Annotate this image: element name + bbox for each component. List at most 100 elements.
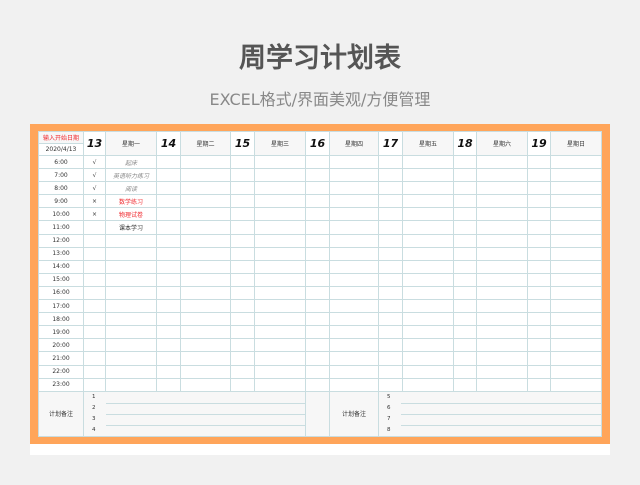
schedule-cell[interactable] (402, 233, 454, 248)
schedule-cell[interactable] (329, 351, 379, 366)
task-cell[interactable]: 阅读 (105, 181, 157, 196)
schedule-cell[interactable] (453, 246, 477, 261)
schedule-cell[interactable] (156, 154, 181, 170)
schedule-cell[interactable] (476, 364, 528, 379)
schedule-cell[interactable] (180, 299, 231, 314)
schedule-cell[interactable] (550, 299, 602, 314)
schedule-cell[interactable] (180, 194, 231, 209)
task-cell[interactable] (105, 364, 157, 379)
schedule-cell[interactable] (550, 246, 602, 261)
task-cell[interactable]: 起床 (105, 154, 157, 170)
schedule-cell[interactable] (254, 207, 306, 222)
schedule-cell[interactable] (305, 312, 330, 327)
schedule-cell[interactable] (305, 207, 330, 222)
task-cell[interactable] (105, 377, 157, 392)
schedule-cell[interactable] (180, 325, 231, 340)
schedule-cell[interactable] (378, 364, 403, 379)
schedule-cell[interactable] (527, 312, 551, 327)
schedule-cell[interactable] (378, 325, 403, 340)
status-mark[interactable] (83, 299, 106, 314)
schedule-cell[interactable] (156, 246, 181, 261)
schedule-cell[interactable] (329, 285, 379, 301)
schedule-cell[interactable] (329, 325, 379, 340)
schedule-cell[interactable] (254, 181, 306, 196)
schedule-cell[interactable] (230, 272, 255, 287)
schedule-cell[interactable] (378, 377, 403, 392)
schedule-cell[interactable] (329, 233, 379, 248)
schedule-cell[interactable] (378, 207, 403, 222)
schedule-cell[interactable] (453, 285, 477, 301)
schedule-cell[interactable] (156, 299, 181, 314)
schedule-cell[interactable] (527, 377, 551, 392)
note-line[interactable]: 5 (387, 392, 601, 404)
schedule-cell[interactable] (156, 351, 181, 366)
schedule-cell[interactable] (476, 272, 528, 287)
schedule-cell[interactable] (453, 259, 477, 274)
schedule-cell[interactable] (180, 312, 231, 327)
schedule-cell[interactable] (254, 272, 306, 287)
schedule-cell[interactable] (476, 246, 528, 261)
schedule-cell[interactable] (527, 272, 551, 287)
status-mark[interactable] (83, 325, 106, 340)
schedule-cell[interactable] (156, 285, 181, 301)
schedule-cell[interactable] (378, 285, 403, 301)
schedule-cell[interactable] (329, 181, 379, 196)
schedule-cell[interactable] (453, 272, 477, 287)
schedule-cell[interactable] (378, 246, 403, 261)
schedule-cell[interactable] (254, 351, 306, 366)
schedule-cell[interactable] (453, 325, 477, 340)
schedule-cell[interactable] (453, 194, 477, 209)
schedule-cell[interactable] (550, 272, 602, 287)
schedule-cell[interactable] (329, 194, 379, 209)
status-mark[interactable] (83, 377, 106, 392)
schedule-cell[interactable] (378, 312, 403, 327)
schedule-cell[interactable] (329, 377, 379, 392)
schedule-cell[interactable] (402, 246, 454, 261)
schedule-cell[interactable] (550, 168, 602, 183)
schedule-cell[interactable] (402, 154, 454, 170)
schedule-cell[interactable] (254, 325, 306, 340)
schedule-cell[interactable] (156, 364, 181, 379)
schedule-cell[interactable] (254, 233, 306, 248)
task-cell[interactable]: 课本学习 (105, 220, 157, 235)
schedule-cell[interactable] (527, 299, 551, 314)
task-cell[interactable] (105, 338, 157, 353)
schedule-cell[interactable] (230, 299, 255, 314)
schedule-cell[interactable] (156, 220, 181, 235)
schedule-cell[interactable] (230, 207, 255, 222)
schedule-cell[interactable] (453, 377, 477, 392)
status-mark[interactable] (83, 285, 106, 301)
schedule-cell[interactable] (156, 377, 181, 392)
schedule-cell[interactable] (329, 338, 379, 353)
schedule-cell[interactable] (254, 168, 306, 183)
schedule-cell[interactable] (453, 312, 477, 327)
task-cell[interactable]: 英语听力练习 (105, 168, 157, 183)
schedule-cell[interactable] (476, 312, 528, 327)
schedule-cell[interactable] (527, 246, 551, 261)
status-mark[interactable]: × (83, 207, 106, 222)
schedule-cell[interactable] (402, 259, 454, 274)
schedule-cell[interactable] (453, 338, 477, 353)
schedule-cell[interactable] (180, 272, 231, 287)
schedule-cell[interactable] (378, 220, 403, 235)
schedule-cell[interactable] (180, 259, 231, 274)
schedule-cell[interactable] (230, 338, 255, 353)
schedule-cell[interactable] (156, 259, 181, 274)
schedule-cell[interactable] (402, 285, 454, 301)
schedule-cell[interactable] (329, 272, 379, 287)
schedule-cell[interactable] (378, 259, 403, 274)
status-mark[interactable] (83, 233, 106, 248)
schedule-cell[interactable] (476, 168, 528, 183)
schedule-cell[interactable] (254, 220, 306, 235)
schedule-cell[interactable] (230, 259, 255, 274)
task-cell[interactable] (105, 312, 157, 327)
schedule-cell[interactable] (476, 299, 528, 314)
task-cell[interactable] (105, 299, 157, 314)
schedule-cell[interactable] (254, 364, 306, 379)
schedule-cell[interactable] (305, 181, 330, 196)
schedule-cell[interactable] (254, 338, 306, 353)
schedule-cell[interactable] (305, 377, 330, 392)
schedule-cell[interactable] (378, 351, 403, 366)
schedule-cell[interactable] (550, 364, 602, 379)
schedule-cell[interactable] (305, 325, 330, 340)
